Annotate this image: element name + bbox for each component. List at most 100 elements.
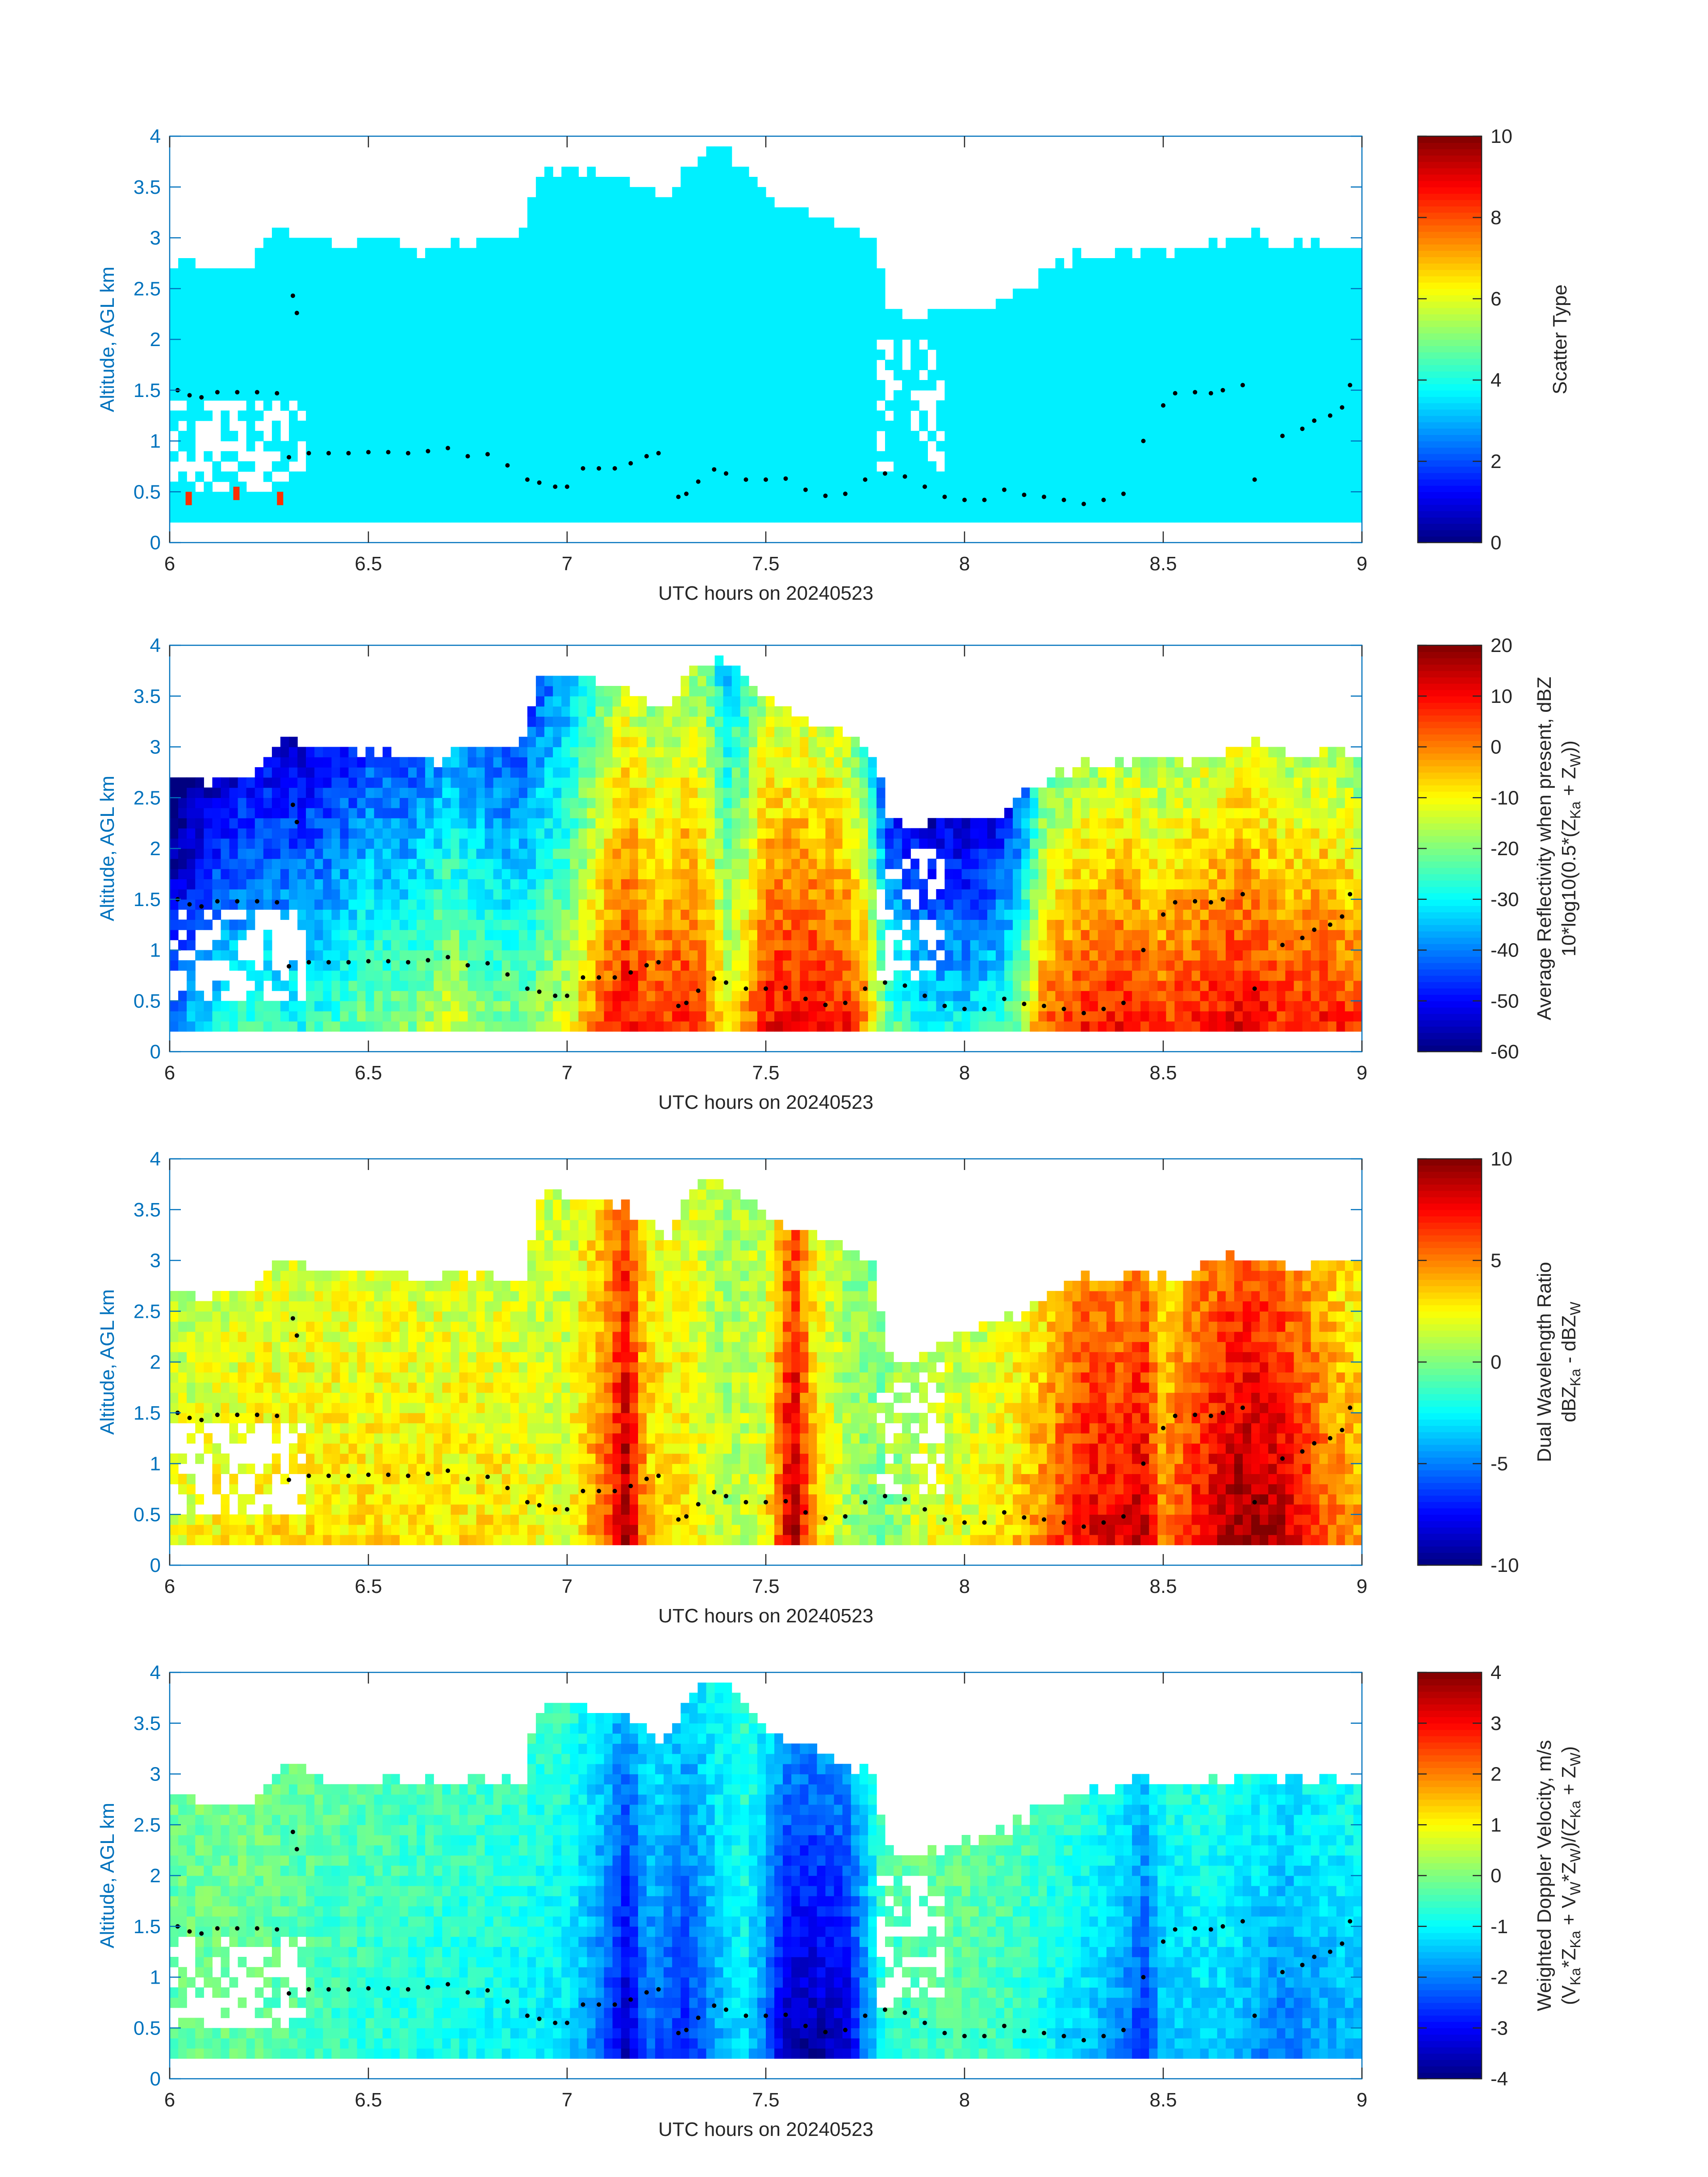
marker-point (1161, 912, 1165, 917)
marker-point (883, 1494, 887, 1499)
marker-point (1208, 900, 1213, 905)
marker-point (1252, 1500, 1257, 1504)
heatmap-cells (170, 1682, 1362, 2059)
marker-point (823, 493, 828, 498)
marker-point (612, 975, 617, 980)
marker-point (275, 391, 280, 396)
marker-point (684, 1514, 689, 1519)
marker-point (1193, 390, 1198, 395)
colorbar-label: Average Reflectivity when present, dBZ (1533, 677, 1555, 1020)
x-tick-label: 8.5 (1149, 553, 1177, 575)
marker-point (843, 1000, 848, 1005)
marker-point (366, 1986, 371, 1991)
y-tick-label: 3 (150, 1250, 161, 1272)
marker-point (235, 390, 240, 395)
marker-point (187, 1416, 192, 1421)
marker-point (696, 2015, 701, 2020)
marker-point (580, 2002, 585, 2007)
marker-point (656, 451, 661, 455)
marker-point (199, 1417, 204, 1422)
marker-point (676, 494, 681, 499)
y-tick-label: 3.5 (134, 685, 161, 707)
marker-point (1173, 1927, 1178, 1932)
marker-point (346, 451, 351, 455)
marker-point (306, 1473, 311, 1478)
marker-point (255, 1412, 259, 1417)
marker-point (1220, 388, 1225, 393)
marker-point (294, 1847, 299, 1851)
x-tick-label: 9 (1357, 1062, 1367, 1084)
y-tick-label: 0.5 (134, 2017, 161, 2039)
y-tick-label: 4 (150, 1662, 161, 1684)
marker-point (275, 1413, 280, 1418)
marker-point (346, 1987, 351, 1992)
marker-point (326, 1473, 331, 1478)
marker-point (712, 2003, 717, 2008)
colorbar-label: dBZKa​ - dBZW​ (1558, 1301, 1583, 1422)
marker-point (1141, 948, 1146, 953)
y-tick-label: 3 (150, 227, 161, 249)
marker-point (843, 1514, 848, 1519)
marker-point (290, 1830, 295, 1834)
colorbar-tick-label: 10 (1491, 685, 1512, 707)
marker-point (923, 2020, 927, 2025)
marker-point (743, 2013, 748, 2018)
marker-point (883, 2007, 887, 2012)
marker-point (1220, 1924, 1225, 1929)
marker-point (863, 2013, 868, 2018)
marker-point (1300, 426, 1305, 431)
marker-point (743, 1500, 748, 1504)
marker-point (306, 960, 311, 965)
marker-point (1141, 1461, 1146, 1466)
marker-point (942, 2031, 947, 2035)
marker-point (386, 1472, 391, 1477)
marker-point (505, 1486, 510, 1491)
colorbar-tick-label: 0 (1491, 532, 1501, 554)
marker-point (187, 902, 192, 907)
outlier-cell (233, 486, 240, 500)
marker-point (1240, 1919, 1245, 1924)
marker-point (426, 1471, 430, 1476)
colorbar-tick-label: 0 (1491, 1351, 1501, 1373)
marker-point (823, 1003, 828, 1007)
marker-point (255, 390, 259, 395)
y-tick-label: 1 (150, 1453, 161, 1475)
y-tick-label: 2.5 (134, 278, 161, 300)
marker-point (764, 986, 768, 991)
colorbar-tick-label: -10 (1491, 787, 1519, 809)
colorbar-tick-label: -10 (1491, 1554, 1519, 1576)
marker-point (366, 1472, 371, 1477)
marker-point (982, 1007, 987, 1011)
marker-point (764, 1500, 768, 1504)
marker-point (1121, 2027, 1126, 2032)
marker-point (537, 989, 542, 994)
marker-point (525, 986, 530, 991)
colorbar-tick-label: -5 (1491, 1453, 1508, 1475)
marker-point (1002, 996, 1006, 1001)
colorbar-tick-label: -2 (1491, 1967, 1508, 1989)
marker-point (597, 2002, 601, 2007)
colorbar-tick-label: 0 (1491, 1865, 1501, 1887)
marker-point (1042, 2031, 1046, 2035)
marker-point (1173, 900, 1178, 905)
marker-point (1240, 892, 1245, 897)
y-tick-label: 0.5 (134, 481, 161, 503)
y-axis-label: Altitude, AGL km (96, 267, 118, 412)
marker-point (255, 1926, 259, 1931)
marker-point (465, 1990, 470, 1995)
outlier-cell (277, 492, 284, 506)
marker-point (306, 451, 311, 455)
marker-point (215, 899, 220, 904)
marker-points (175, 1316, 1353, 1529)
marker-point (942, 494, 947, 499)
marker-point (923, 1507, 927, 1512)
y-tick-label: 0.5 (134, 990, 161, 1012)
marker-point (1193, 1926, 1198, 1931)
y-tick-label: 1 (150, 940, 161, 961)
marker-point (1141, 1975, 1146, 1980)
x-axis-label: UTC hours on 20240523 (658, 2119, 873, 2140)
marker-point (803, 2023, 808, 2028)
marker-point (597, 466, 601, 471)
marker-point (1121, 1514, 1126, 1519)
y-axis-label: Altitude, AGL km (96, 776, 118, 921)
